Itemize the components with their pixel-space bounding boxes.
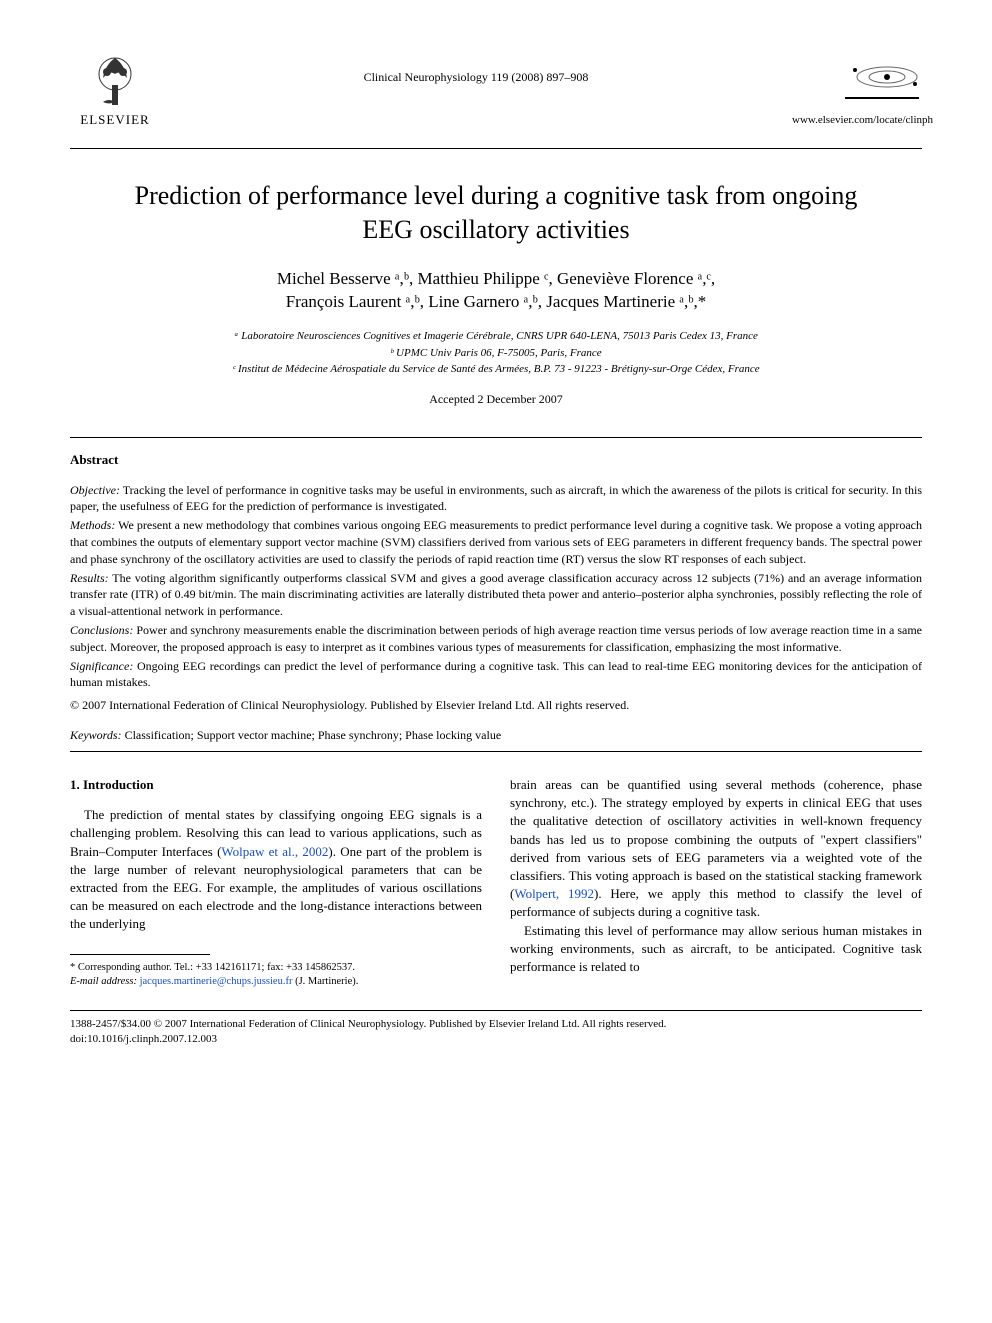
authors-line-2: François Laurent ᵃ,ᵇ, Line Garnero ᵃ,ᵇ, … [70,290,922,314]
body-columns: 1. Introduction The prediction of mental… [70,776,922,990]
footnote-separator [70,954,210,955]
email-suffix: (J. Martinerie). [292,976,358,987]
abstract-significance: Significance: Ongoing EEG recordings can… [70,658,922,692]
intro-paragraph-1-left: The prediction of mental states by class… [70,806,482,933]
introduction-heading: 1. Introduction [70,776,482,794]
methods-label: Methods: [70,518,115,532]
authors-line-1: Michel Besserve ᵃ,ᵇ, Matthieu Philippe ᶜ… [70,267,922,291]
footer-doi: doi:10.1016/j.clinph.2007.12.003 [70,1032,922,1047]
affiliation-c: ᶜ Institut de Médecine Aérospatiale du S… [70,361,922,378]
results-label: Results: [70,571,109,585]
abstract-copyright: © 2007 International Federation of Clini… [70,697,922,714]
abstract-top-divider [70,437,922,438]
abstract-bottom-divider [70,751,922,752]
abstract-conclusions: Conclusions: Power and synchrony measure… [70,622,922,656]
affiliation-b: ᵇ UPMC Univ Paris 06, F-75005, Paris, Fr… [70,345,922,362]
footer-block: 1388-2457/$34.00 © 2007 International Fe… [70,1017,922,1048]
significance-text: Ongoing EEG recordings can predict the l… [70,659,922,690]
intro-paragraph-1-right: brain areas can be quantified using seve… [510,776,922,922]
publisher-logo: ELSEVIER [70,50,160,140]
conclusions-text: Power and synchrony measurements enable … [70,623,922,654]
citation-wolpaw[interactable]: Wolpaw et al., 2002 [221,844,328,859]
abstract-heading: Abstract [70,452,922,468]
footer-copyright: 1388-2457/$34.00 © 2007 International Fe… [70,1017,922,1032]
header-divider [70,148,922,149]
significance-label: Significance: [70,659,133,673]
results-text: The voting algorithm significantly outpe… [70,571,922,619]
journal-logo-icon [837,50,922,105]
publisher-name: ELSEVIER [80,112,149,128]
footnote-block: * Corresponding author. Tel.: +33 142161… [70,961,482,990]
website-url: www.elsevier.com/locate/clinph [792,114,922,126]
journal-reference: Clinical Neurophysiology 119 (2008) 897–… [160,70,792,85]
column-right: brain areas can be quantified using seve… [510,776,922,990]
column-left: 1. Introduction The prediction of mental… [70,776,482,990]
abstract-methods: Methods: We present a new methodology th… [70,517,922,567]
affiliation-a: ᵃ Laboratoire Neurosciences Cognitives e… [70,328,922,345]
footer-divider [70,1010,922,1011]
article-title: Prediction of performance level during a… [110,179,882,247]
objective-text: Tracking the level of performance in cog… [70,483,922,514]
objective-label: Objective: [70,483,120,497]
keywords-label: Keywords: [70,728,122,742]
abstract-body: Objective: Tracking the level of perform… [70,482,922,714]
abstract-results: Results: The voting algorithm significan… [70,570,922,620]
intro-paragraph-2-right: Estimating this level of performance may… [510,922,922,977]
affiliations-block: ᵃ Laboratoire Neurosciences Cognitives e… [70,328,922,378]
keywords-text: Classification; Support vector machine; … [122,728,502,742]
page-container: ELSEVIER Clinical Neurophysiology 119 (2… [0,0,992,1088]
authors-block: Michel Besserve ᵃ,ᵇ, Matthieu Philippe ᶜ… [70,267,922,315]
conclusions-label: Conclusions: [70,623,133,637]
abstract-objective: Objective: Tracking the level of perform… [70,482,922,516]
keywords-block: Keywords: Classification; Support vector… [70,728,922,743]
email-address[interactable]: jacques.martinerie@chups.jussieu.fr [140,976,293,987]
intro-text-2a: brain areas can be quantified using seve… [510,777,922,901]
accepted-date: Accepted 2 December 2007 [70,392,922,407]
methods-text: We present a new methodology that combin… [70,518,922,566]
citation-wolpert[interactable]: Wolpert, 1992 [514,886,594,901]
header-row: ELSEVIER Clinical Neurophysiology 119 (2… [70,50,922,140]
corresponding-author: * Corresponding author. Tel.: +33 142161… [70,961,482,976]
journal-logo-block: www.elsevier.com/locate/clinph [792,50,922,126]
email-label: E-mail address: [70,976,137,987]
email-line: E-mail address: jacques.martinerie@chups… [70,975,482,990]
elsevier-tree-icon [85,50,145,110]
